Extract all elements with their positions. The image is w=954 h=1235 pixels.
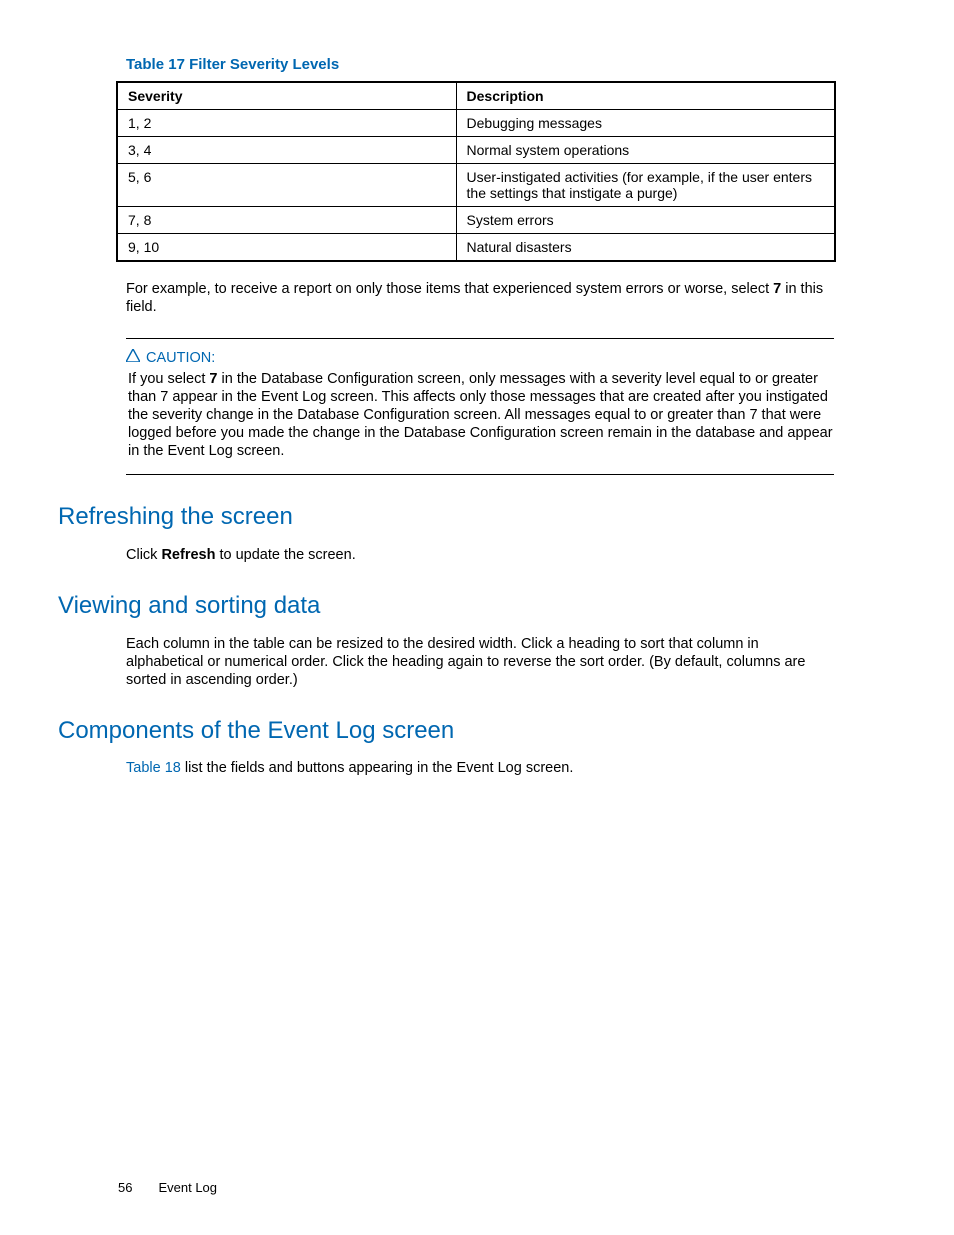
caution-block: CAUTION: If you select 7 in the Database… [126,338,834,475]
table-header-row: Severity Description [117,82,835,110]
section-heading-viewing: Viewing and sorting data [58,592,836,620]
footer-section-name: Event Log [158,1180,217,1195]
table-cell: 5, 6 [117,164,456,207]
table-caption: Table 17 Filter Severity Levels [126,56,836,73]
section-heading-refreshing: Refreshing the screen [58,503,836,531]
table-header-cell: Severity [117,82,456,110]
table-row: 3, 4 Normal system operations [117,137,835,164]
table-cell: Normal system operations [456,137,835,164]
table-cell: Natural disasters [456,234,835,262]
table-row: 9, 10 Natural disasters [117,234,835,262]
table-header-cell: Description [456,82,835,110]
text: list the fields and buttons appearing in… [181,760,574,776]
caution-label: CAUTION: [146,350,215,366]
table-cell: 3, 4 [117,137,456,164]
section-body-components: Table 18 list the fields and buttons app… [126,759,836,777]
caution-icon [126,349,140,366]
caution-body: If you select 7 in the Database Configur… [128,370,834,461]
section-heading-components: Components of the Event Log screen [58,717,836,745]
text: to update the screen. [215,547,355,563]
text: Click [126,547,161,563]
section-body-refreshing: Click Refresh to update the screen. [126,546,836,564]
table-row: 1, 2 Debugging messages [117,110,835,137]
severity-table: Severity Description 1, 2 Debugging mess… [116,81,836,262]
table-cell: 1, 2 [117,110,456,137]
document-page: Table 17 Filter Severity Levels Severity… [0,0,954,1235]
cross-reference-link[interactable]: Table 18 [126,760,181,776]
table-cell: User-instigated activities (for example,… [456,164,835,207]
bold-text: 7 [773,281,781,297]
caution-heading: CAUTION: [126,349,834,366]
section-body-viewing: Each column in the table can be resized … [126,635,836,689]
example-paragraph: For example, to receive a report on only… [126,280,836,316]
table-cell: Debugging messages [456,110,835,137]
table-cell: 9, 10 [117,234,456,262]
text: For example, to receive a report on only… [126,281,773,297]
page-number: 56 [118,1180,132,1195]
table-cell: 7, 8 [117,207,456,234]
table-row: 5, 6 User-instigated activities (for exa… [117,164,835,207]
page-footer: 56 Event Log [118,1180,217,1195]
bold-text: Refresh [161,547,215,563]
text: If you select [128,371,209,387]
table-row: 7, 8 System errors [117,207,835,234]
text: in the Database Configuration screen, on… [128,371,833,460]
table-cell: System errors [456,207,835,234]
